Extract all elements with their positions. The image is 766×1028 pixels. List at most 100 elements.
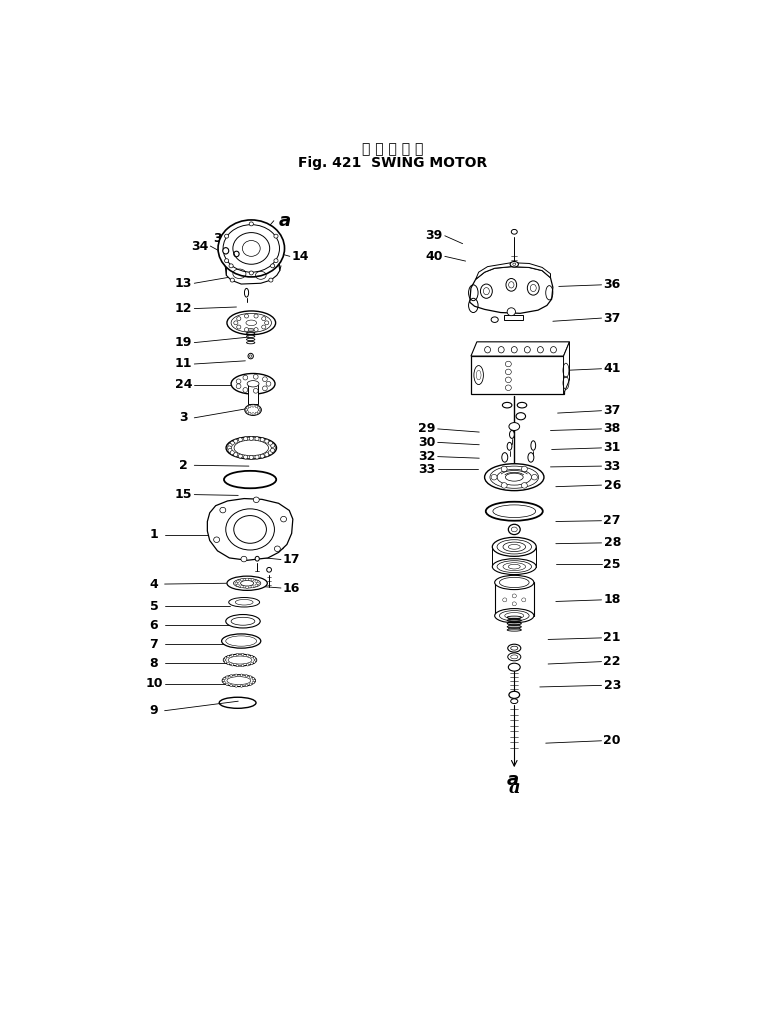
Ellipse shape — [231, 373, 275, 394]
Polygon shape — [504, 315, 523, 321]
Ellipse shape — [244, 315, 249, 318]
Ellipse shape — [530, 285, 536, 292]
Text: 13: 13 — [175, 277, 192, 290]
Polygon shape — [227, 256, 280, 266]
Ellipse shape — [252, 412, 254, 415]
Text: 12: 12 — [175, 302, 192, 316]
Ellipse shape — [508, 653, 521, 661]
Ellipse shape — [224, 657, 227, 659]
Ellipse shape — [264, 321, 269, 325]
Ellipse shape — [220, 508, 226, 513]
Ellipse shape — [255, 455, 259, 460]
Text: 20: 20 — [604, 734, 621, 747]
Ellipse shape — [249, 437, 254, 440]
Ellipse shape — [246, 320, 257, 326]
Text: 6: 6 — [149, 619, 159, 632]
Ellipse shape — [267, 567, 271, 573]
Text: 26: 26 — [604, 479, 621, 491]
Ellipse shape — [476, 370, 481, 379]
Ellipse shape — [250, 655, 253, 658]
Text: 11: 11 — [175, 358, 192, 370]
Ellipse shape — [249, 412, 251, 414]
Text: a: a — [509, 779, 520, 797]
Polygon shape — [208, 499, 293, 560]
Ellipse shape — [241, 586, 244, 588]
Ellipse shape — [262, 325, 266, 329]
Ellipse shape — [250, 683, 252, 686]
Ellipse shape — [528, 452, 534, 463]
Text: 15: 15 — [175, 488, 192, 501]
Ellipse shape — [231, 279, 234, 282]
Text: 36: 36 — [604, 279, 621, 291]
Text: 27: 27 — [604, 514, 621, 527]
Ellipse shape — [493, 559, 536, 575]
Ellipse shape — [224, 659, 226, 661]
Ellipse shape — [235, 582, 238, 585]
Text: 37: 37 — [604, 404, 621, 417]
Ellipse shape — [241, 556, 247, 562]
Ellipse shape — [237, 584, 239, 586]
Text: 旋 回 モ ー タ: 旋 回 モ ー タ — [362, 143, 424, 156]
Ellipse shape — [224, 661, 227, 663]
Ellipse shape — [258, 409, 260, 411]
Ellipse shape — [508, 645, 521, 652]
Ellipse shape — [221, 634, 260, 649]
Ellipse shape — [270, 443, 274, 447]
Ellipse shape — [253, 680, 255, 682]
Ellipse shape — [235, 674, 237, 676]
Ellipse shape — [255, 405, 257, 408]
Polygon shape — [471, 342, 569, 356]
Ellipse shape — [254, 497, 259, 503]
Ellipse shape — [509, 423, 519, 431]
Ellipse shape — [244, 437, 247, 441]
Ellipse shape — [236, 383, 241, 389]
Ellipse shape — [243, 388, 247, 393]
Ellipse shape — [237, 580, 239, 583]
Ellipse shape — [509, 691, 519, 698]
Ellipse shape — [249, 405, 251, 408]
Ellipse shape — [250, 662, 253, 665]
Ellipse shape — [227, 310, 276, 335]
Text: 5: 5 — [149, 599, 159, 613]
Polygon shape — [470, 266, 553, 314]
Text: a: a — [279, 212, 290, 229]
Ellipse shape — [224, 259, 229, 263]
Text: 33: 33 — [604, 460, 621, 473]
Text: 24: 24 — [175, 378, 192, 391]
Ellipse shape — [493, 538, 536, 556]
Ellipse shape — [249, 271, 254, 274]
Ellipse shape — [244, 328, 249, 332]
Ellipse shape — [270, 264, 275, 268]
Text: 28: 28 — [604, 537, 621, 549]
Ellipse shape — [274, 546, 280, 552]
Ellipse shape — [236, 664, 238, 667]
Ellipse shape — [222, 680, 224, 682]
Ellipse shape — [246, 407, 249, 409]
Ellipse shape — [246, 578, 249, 581]
Ellipse shape — [241, 664, 244, 667]
Ellipse shape — [502, 452, 508, 463]
Ellipse shape — [254, 315, 258, 318]
Ellipse shape — [231, 664, 234, 666]
Bar — [247, 386, 258, 404]
Ellipse shape — [226, 683, 228, 686]
Text: Fig. 421  SWING MOTOR: Fig. 421 SWING MOTOR — [298, 156, 487, 170]
Ellipse shape — [247, 654, 249, 657]
Ellipse shape — [237, 317, 241, 321]
Ellipse shape — [241, 581, 254, 586]
Ellipse shape — [270, 448, 274, 452]
Ellipse shape — [509, 663, 520, 671]
Ellipse shape — [249, 222, 254, 226]
Ellipse shape — [234, 321, 238, 325]
Ellipse shape — [255, 580, 258, 583]
Ellipse shape — [483, 288, 489, 295]
Ellipse shape — [280, 516, 286, 522]
Text: 16: 16 — [283, 582, 300, 594]
Ellipse shape — [250, 675, 252, 678]
Ellipse shape — [255, 584, 258, 586]
Ellipse shape — [268, 441, 273, 445]
Text: 8: 8 — [149, 657, 159, 669]
Ellipse shape — [263, 377, 267, 381]
Ellipse shape — [274, 259, 278, 263]
Text: 35: 35 — [214, 232, 231, 246]
